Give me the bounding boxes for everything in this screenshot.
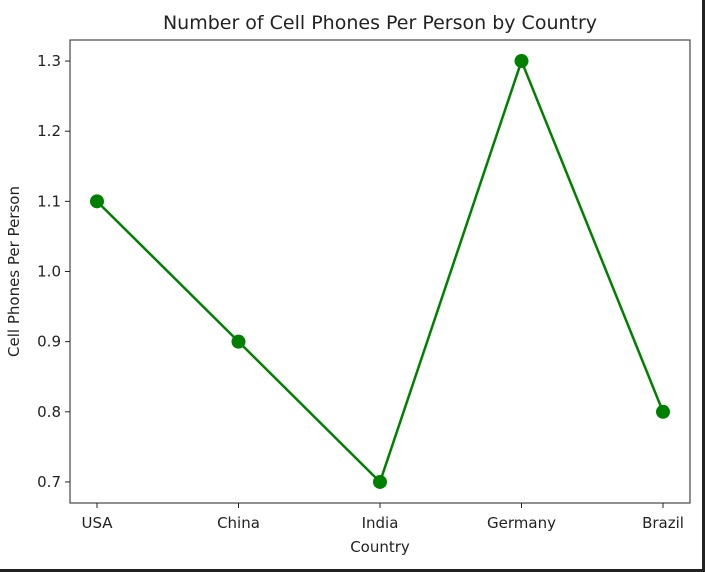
x-axis-label: Country: [350, 538, 410, 556]
data-point: [656, 404, 670, 419]
x-tick-label: China: [217, 514, 260, 532]
x-tick-label: India: [362, 514, 399, 532]
plot-area: [69, 39, 691, 504]
y-tick-label: 1.3: [37, 52, 61, 70]
data-point: [231, 334, 246, 349]
y-axis-label: Cell Phones Per Person: [5, 186, 23, 357]
data-point: [90, 194, 104, 209]
y-tick-label: 0.9: [37, 333, 61, 351]
y-tick-label: 1.1: [37, 192, 61, 210]
y-tick-label: 0.8: [37, 403, 61, 421]
series-line: [96, 59, 665, 484]
x-tick-label: Germany: [487, 514, 556, 532]
data-point: [514, 54, 529, 69]
data-point: [373, 474, 387, 489]
x-tick-label: USA: [81, 514, 113, 532]
x-axis: USA China India Germany Brazil: [81, 503, 684, 532]
x-tick-label: Brazil: [642, 514, 684, 532]
chart-title: Number of Cell Phones Per Person by Coun…: [163, 12, 597, 34]
series-group: [90, 54, 670, 489]
y-tick-label: 1.0: [37, 263, 61, 281]
y-axis: 0.7 0.8 0.9 1.0 1.1 1.2 1.3: [37, 52, 70, 491]
y-tick-label: 0.7: [37, 473, 61, 491]
y-tick-label: 1.2: [37, 122, 61, 140]
